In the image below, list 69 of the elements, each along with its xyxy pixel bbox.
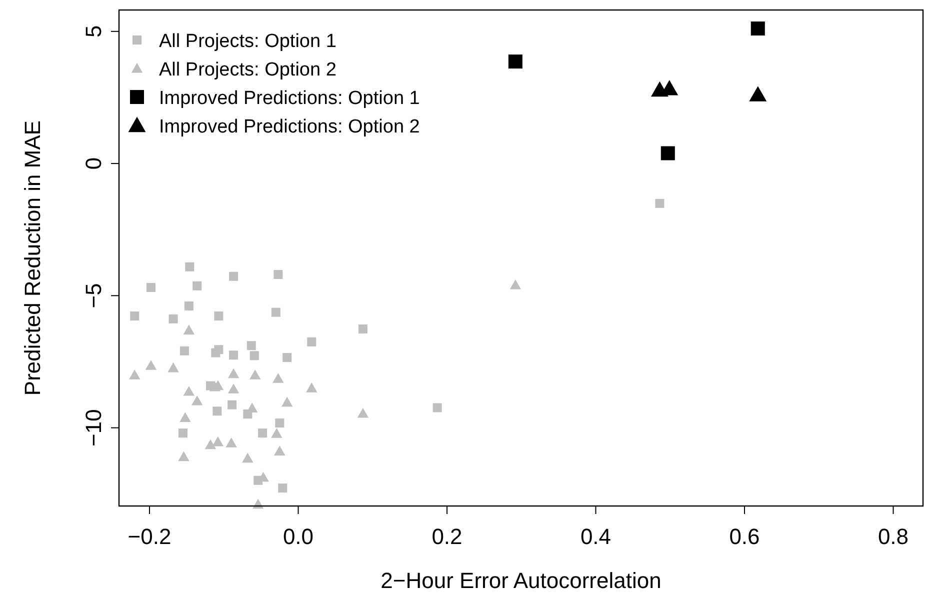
point xyxy=(508,54,522,69)
point xyxy=(183,386,195,396)
point xyxy=(229,272,238,281)
x-tick-label: 0.6 xyxy=(729,524,760,549)
x-tick-label: 0.2 xyxy=(432,524,462,549)
point xyxy=(214,345,224,354)
point xyxy=(282,352,292,362)
y-tick-label: −5 xyxy=(81,283,106,308)
point xyxy=(168,362,179,372)
point xyxy=(749,86,767,102)
point xyxy=(281,396,293,407)
legend-label: Improved Predictions: Option 1 xyxy=(159,88,420,109)
point xyxy=(226,437,237,448)
point xyxy=(204,439,216,450)
point xyxy=(357,408,369,418)
point xyxy=(432,403,442,412)
point xyxy=(358,324,368,334)
point xyxy=(242,452,254,463)
y-tick-label: 0 xyxy=(81,157,106,170)
point xyxy=(750,22,765,36)
point xyxy=(183,324,195,334)
point xyxy=(212,406,222,416)
y-tick-label: 5 xyxy=(81,25,106,38)
point xyxy=(278,484,288,493)
point xyxy=(246,341,256,350)
point xyxy=(180,346,189,356)
point xyxy=(258,428,268,438)
point xyxy=(274,446,286,456)
point xyxy=(128,370,140,380)
point xyxy=(250,351,259,360)
x-tick-label: 0.4 xyxy=(580,524,612,549)
x-axis-title: 2−Hour Error Autocorrelation xyxy=(380,568,662,593)
point xyxy=(214,312,224,321)
point xyxy=(229,350,238,360)
y-axis-title: Predicted Reduction in MAE xyxy=(20,120,45,396)
point xyxy=(146,282,156,292)
point xyxy=(145,360,157,370)
point xyxy=(168,314,178,324)
point xyxy=(191,395,203,406)
point xyxy=(178,451,190,462)
point xyxy=(180,412,191,422)
x-tick-label: 0.0 xyxy=(282,524,314,549)
point xyxy=(212,436,224,446)
point xyxy=(184,301,194,310)
point xyxy=(271,308,280,317)
point xyxy=(307,337,316,346)
point xyxy=(660,146,675,160)
x-tick-label: −0.2 xyxy=(128,524,172,549)
x-tick-label: 0.8 xyxy=(878,524,909,549)
point xyxy=(130,312,140,321)
point xyxy=(228,368,240,378)
legend-label: All Projects: Option 1 xyxy=(159,31,336,52)
point xyxy=(246,402,258,412)
point xyxy=(228,400,237,410)
point xyxy=(228,384,240,394)
legend-label: Improved Predictions: Option 2 xyxy=(159,116,420,138)
point xyxy=(510,279,522,290)
legend-label: All Projects: Option 2 xyxy=(159,60,336,80)
point xyxy=(249,370,261,380)
point xyxy=(271,428,282,438)
point xyxy=(275,418,284,428)
point xyxy=(306,382,318,392)
point xyxy=(272,373,284,383)
y-tick-label: −10 xyxy=(81,409,106,446)
point xyxy=(655,198,664,208)
point xyxy=(274,270,283,280)
point xyxy=(192,281,202,290)
point xyxy=(185,262,194,272)
point xyxy=(178,428,188,438)
